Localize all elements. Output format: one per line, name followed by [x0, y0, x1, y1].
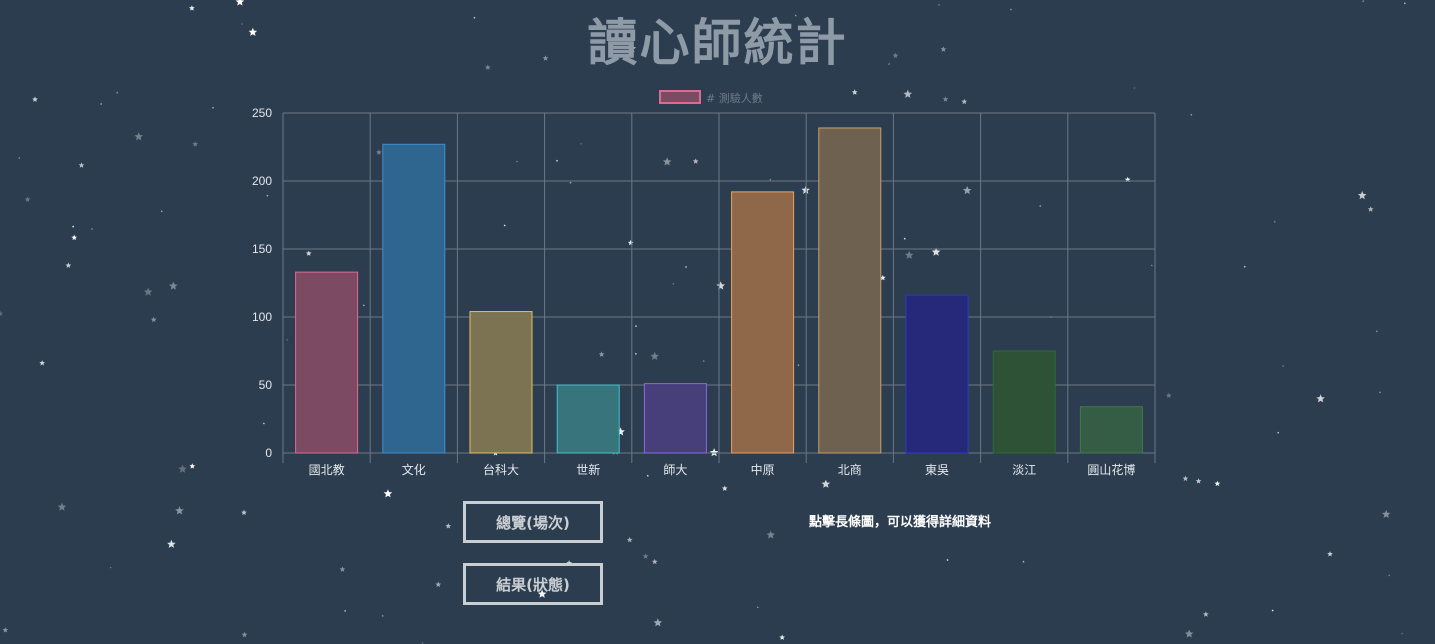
- x-tick-label: 國北教: [309, 462, 345, 477]
- legend-label[interactable]: # 測驗人數: [706, 91, 763, 105]
- y-tick-label: 200: [252, 174, 272, 188]
- x-tick-label: 中原: [751, 462, 775, 477]
- bar-10[interactable]: [1079, 406, 1143, 454]
- x-tick-label: 台科大: [483, 462, 519, 477]
- bar-7[interactable]: [818, 127, 882, 454]
- bar-1[interactable]: [295, 271, 359, 454]
- bar-6[interactable]: [731, 191, 795, 454]
- legend-swatch[interactable]: [659, 90, 701, 104]
- x-tick-label: 文化: [402, 462, 426, 477]
- bar-3[interactable]: [469, 311, 533, 454]
- y-tick-label: 100: [252, 310, 272, 324]
- hint-text: 點擊長條圖，可以獲得詳細資料: [808, 515, 991, 530]
- page-title: 讀心師統計: [587, 14, 848, 72]
- x-tick-label: 北商: [838, 462, 862, 477]
- result-button[interactable]: 結果(狀態): [463, 563, 603, 605]
- x-tick-label: 東吳: [925, 463, 949, 477]
- y-tick-label: 150: [252, 242, 272, 256]
- y-tick-label: 50: [259, 378, 273, 392]
- bar-2[interactable]: [382, 143, 446, 454]
- x-tick-label: 圓山花博: [1087, 462, 1135, 477]
- bar-5[interactable]: [643, 383, 707, 454]
- bar-9[interactable]: [992, 350, 1056, 454]
- y-tick-label: 250: [252, 106, 272, 120]
- overview-button[interactable]: 總覽(場次): [463, 501, 603, 543]
- x-tick-label: 師大: [663, 463, 687, 477]
- bar-8[interactable]: [905, 294, 969, 454]
- bar-4[interactable]: [556, 384, 620, 454]
- x-tick-label: 世新: [576, 462, 600, 477]
- x-tick-label: 淡江: [1012, 463, 1036, 477]
- y-tick-label: 0: [265, 446, 272, 460]
